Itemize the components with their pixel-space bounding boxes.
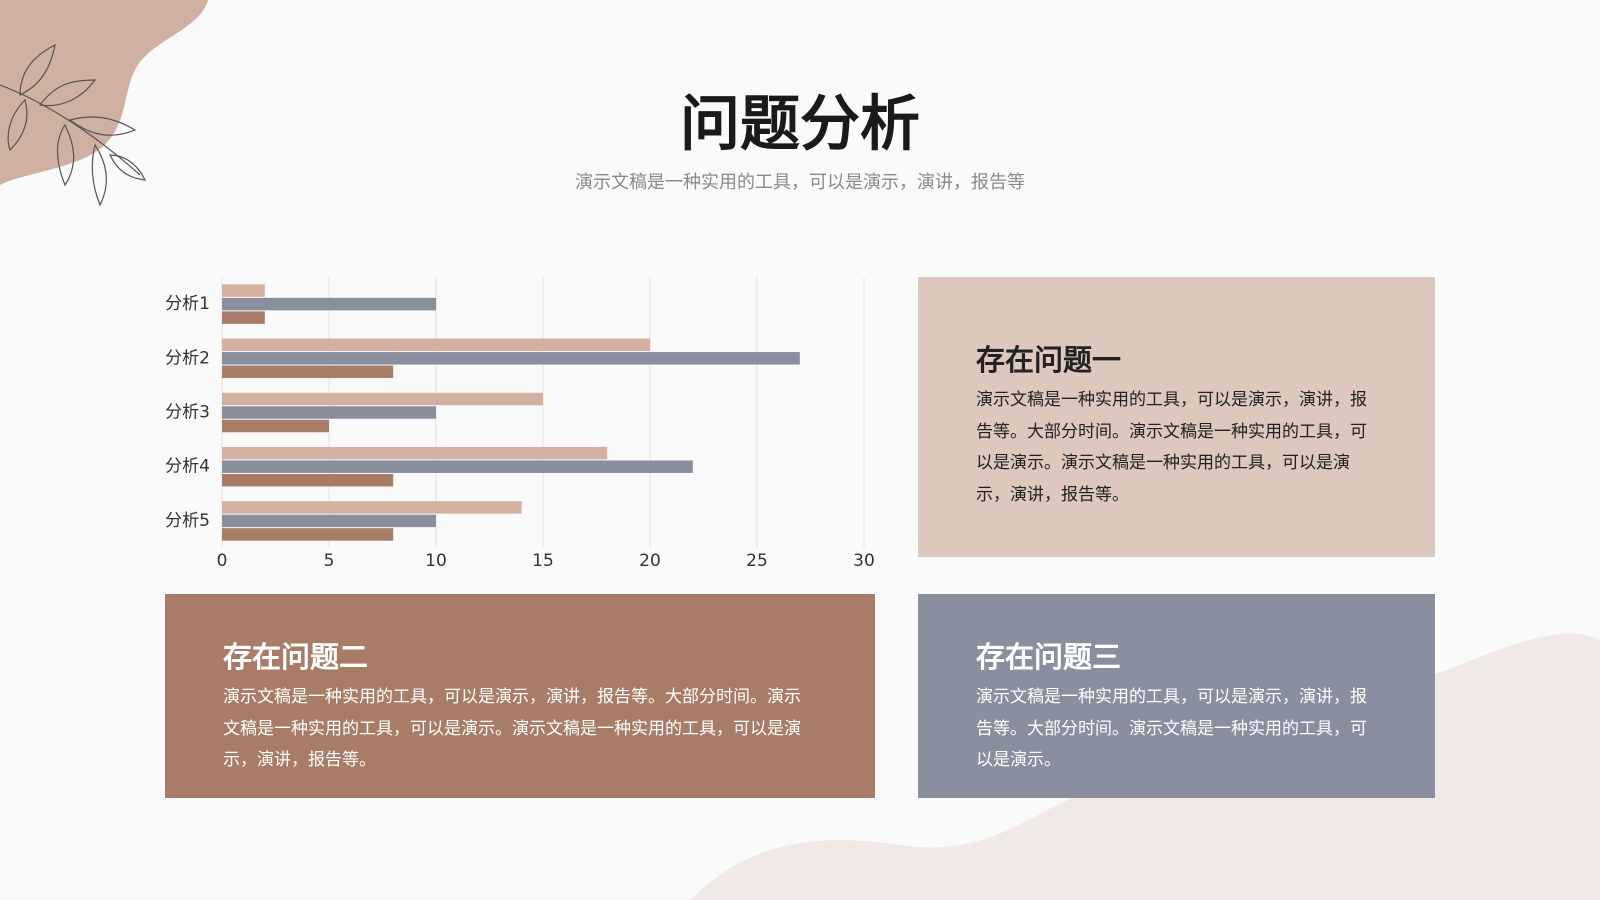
- subtitle: 演示文稿是一种实用的工具，可以是演示，演讲，报告等: [575, 172, 1025, 193]
- bar: [222, 419, 329, 433]
- bar: [222, 352, 800, 365]
- card: 存在问题三 演示文稿是一种实用的工具，可以是演示，演讲，报告等。大部分时间。演示…: [918, 594, 1435, 798]
- decor-leaves: [0, 43, 146, 207]
- x-tick-label: 0: [217, 551, 228, 571]
- bar: [222, 338, 650, 352]
- card-title: 存在问题二: [223, 640, 369, 674]
- bar: [222, 460, 693, 473]
- x-tick-label: 30: [853, 551, 875, 571]
- bar: [222, 473, 394, 487]
- title: 问题分析: [680, 90, 920, 160]
- y-tick-label: 分析5: [165, 511, 210, 531]
- bar: [222, 406, 436, 419]
- bar: [222, 365, 394, 379]
- x-tick-label: 5: [324, 551, 335, 571]
- card: 存在问题二 演示文稿是一种实用的工具，可以是演示，演讲，报告等。大部分时间。演示…: [165, 594, 875, 798]
- card: 存在问题一 演示文稿是一种实用的工具，可以是演示，演讲，报告等。大部分时间。演示…: [918, 277, 1435, 557]
- bar: [222, 297, 436, 311]
- x-tick-label: 15: [532, 551, 554, 571]
- y-tick-label: 分析2: [165, 348, 210, 368]
- bar: [222, 392, 543, 406]
- card-body: 演示文稿是一种实用的工具，可以是演示，演讲，报告等。大部分时间。演示文稿是一种实…: [223, 687, 801, 770]
- card-body: 演示文稿是一种实用的工具，可以是演示，演讲，报告等。大部分时间。演示文稿是一种实…: [976, 390, 1367, 505]
- y-tick-label: 分析3: [165, 403, 210, 423]
- bar: [222, 446, 608, 460]
- y-tick-label: 分析1: [165, 294, 210, 314]
- bar: [222, 514, 436, 528]
- bar: [222, 528, 394, 541]
- card-title: 存在问题三: [976, 640, 1122, 674]
- card-title: 存在问题一: [976, 343, 1122, 377]
- x-tick-label: 25: [746, 551, 768, 571]
- bar: [222, 501, 522, 514]
- bar: [222, 311, 265, 324]
- x-tick-label: 20: [639, 551, 661, 571]
- bar: [222, 284, 265, 297]
- decor-blob: [0, 0, 208, 185]
- chart: 0 5 10 15 20 25 30 分析1 分析2 分析3 分析4 分析5: [165, 277, 875, 571]
- card-body: 演示文稿是一种实用的工具，可以是演示，演讲，报告等。大部分时间。演示文稿是一种实…: [976, 687, 1367, 770]
- y-tick-label: 分析4: [165, 457, 210, 477]
- x-tick-label: 10: [425, 551, 447, 571]
